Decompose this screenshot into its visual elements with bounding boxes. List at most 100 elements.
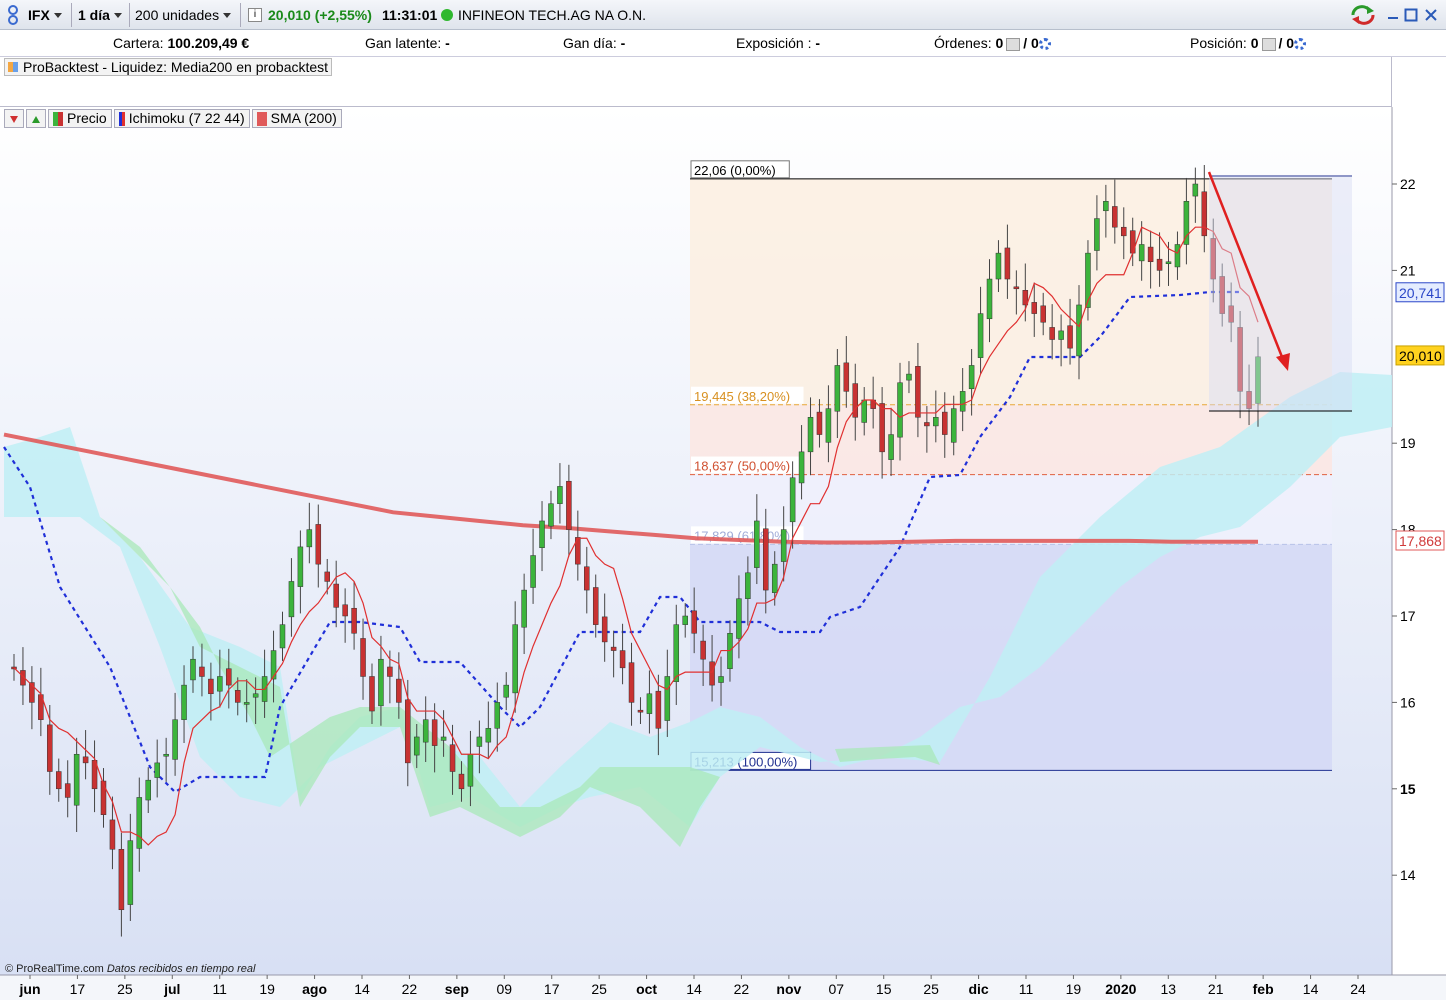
candle-body (1013, 286, 1020, 290)
candle-body (798, 451, 805, 484)
fib-label: 22,06 (0,00%) (694, 163, 776, 178)
price-tag-label: 17,868 (1399, 533, 1442, 549)
candle-body (950, 408, 957, 443)
cartera-label: Cartera: (113, 35, 164, 51)
x-tick-label: 22 (734, 981, 750, 997)
x-tick-label: sep (445, 981, 469, 997)
candle-body (691, 610, 697, 634)
x-tick-label: 14 (1303, 981, 1319, 997)
maximize-icon[interactable] (1404, 3, 1418, 27)
x-tick-label: 2020 (1105, 981, 1136, 997)
minimize-icon[interactable] (1386, 3, 1400, 27)
candle-body (467, 753, 474, 787)
x-tick-label: 17 (70, 981, 86, 997)
candle-body (682, 615, 688, 625)
ordenes-group[interactable]: Órdenes: 0 / 0 (934, 35, 1051, 51)
kijun-line (3, 290, 1240, 794)
candle-body (1156, 258, 1163, 271)
gear-icon[interactable] (1294, 38, 1307, 51)
candle-body (270, 650, 277, 680)
price-chart[interactable]: 22,06 (0,00%) 19,445 (38,20%) 18,637 (50,0… (0, 107, 1446, 1000)
candle-body (1228, 305, 1234, 323)
watermark-brand: © ProRealTime.com (5, 963, 104, 975)
gan-dia-value: - (620, 35, 626, 51)
candles (11, 164, 1261, 937)
candle-body (566, 480, 572, 530)
posicion-group[interactable]: Posición: 0 / 0 (1190, 35, 1307, 51)
candle-body (226, 668, 232, 686)
clock-time: 11:31:01 (382, 7, 438, 23)
chart-legend: Precio Ichimoku (7 22 44) SMA (200) (4, 109, 342, 128)
close-icon[interactable] (1424, 3, 1438, 27)
gear-icon[interactable] (1038, 38, 1051, 51)
candle-body (1121, 226, 1127, 237)
legend-sma[interactable]: SMA (200) (251, 109, 342, 128)
info-icon[interactable]: i (248, 3, 262, 27)
candle-body (646, 693, 653, 714)
instrument-name: INFINEON TECH.AG NA O.N. (458, 7, 646, 23)
gan-dia-label: Gan día: (563, 35, 617, 51)
quantity-dropdown[interactable]: 200 unidades (131, 3, 241, 27)
candle-body (986, 278, 993, 320)
candle-body (288, 581, 295, 618)
close-orders-icon[interactable] (1006, 37, 1021, 51)
timeframe-dropdown[interactable]: 1 día (74, 3, 130, 27)
candle-body (718, 676, 724, 683)
watermark: © ProRealTime.com Datos recibidos en tie… (5, 963, 255, 975)
candle-body (1049, 327, 1055, 340)
close-position-icon[interactable] (1261, 37, 1276, 51)
trend-arrow (1207, 171, 1286, 363)
refresh-icon[interactable] (1350, 3, 1376, 27)
trend-arrowhead (1276, 353, 1290, 371)
x-tick-label: 11 (1019, 981, 1034, 997)
watermark-note: Datos recibidos en tiempo real (106, 963, 256, 975)
symbol-dropdown[interactable]: IFX (24, 3, 72, 27)
backtest-label[interactable]: ProBacktest - Liquidez: Media200 en prob… (4, 58, 333, 76)
candle-body (29, 682, 35, 703)
candle-body (745, 572, 751, 599)
candle-body (431, 719, 438, 746)
candle-body (369, 676, 375, 712)
collapse-up-button[interactable] (26, 109, 46, 128)
collapse-down-button[interactable] (4, 109, 24, 128)
candle-body (637, 709, 644, 713)
y-tick-label: 16 (1400, 694, 1416, 710)
candle-body (449, 744, 456, 772)
candle-body (521, 589, 527, 628)
x-tick-label: 17 (544, 981, 560, 997)
candle-body (118, 849, 125, 911)
posicion-label: Posición: (1190, 35, 1247, 51)
price-tag-label: 20,010 (1399, 348, 1442, 364)
candle-body (145, 779, 151, 801)
candle-body (333, 583, 339, 608)
candle-body (1031, 302, 1038, 314)
price-tag (1395, 530, 1445, 551)
candle-body (512, 624, 518, 694)
candle-body (199, 666, 205, 677)
candle-body (1237, 327, 1243, 392)
candle-body (20, 670, 26, 686)
candle-body (55, 771, 62, 790)
candle-body (852, 383, 859, 418)
y-tick-label: 21 (1400, 262, 1416, 278)
cartera-value: 100.209,49 € (167, 35, 250, 51)
candle-body (807, 417, 814, 453)
candle-body (628, 662, 635, 703)
x-tick-label: 14 (354, 981, 370, 997)
link-icon[interactable] (6, 3, 20, 27)
x-tick-label: 09 (496, 981, 512, 997)
legend-price[interactable]: Precio (48, 109, 112, 128)
ordenes-label: Órdenes: (934, 35, 992, 51)
candle-body (494, 702, 501, 729)
legend-sma-label: SMA (200) (270, 110, 337, 126)
ichimoku-cloud-blue (4, 372, 1392, 827)
candle-body (82, 756, 89, 764)
x-tick-label: nov (776, 981, 801, 997)
candle-body (888, 434, 894, 460)
y-tick-label: 14 (1400, 867, 1416, 883)
x-tick-label: ago (302, 981, 327, 997)
candle-body (127, 840, 134, 905)
candle-body (360, 638, 366, 677)
legend-ichimoku[interactable]: Ichimoku (7 22 44) (113, 109, 250, 128)
candle-body (968, 365, 975, 390)
